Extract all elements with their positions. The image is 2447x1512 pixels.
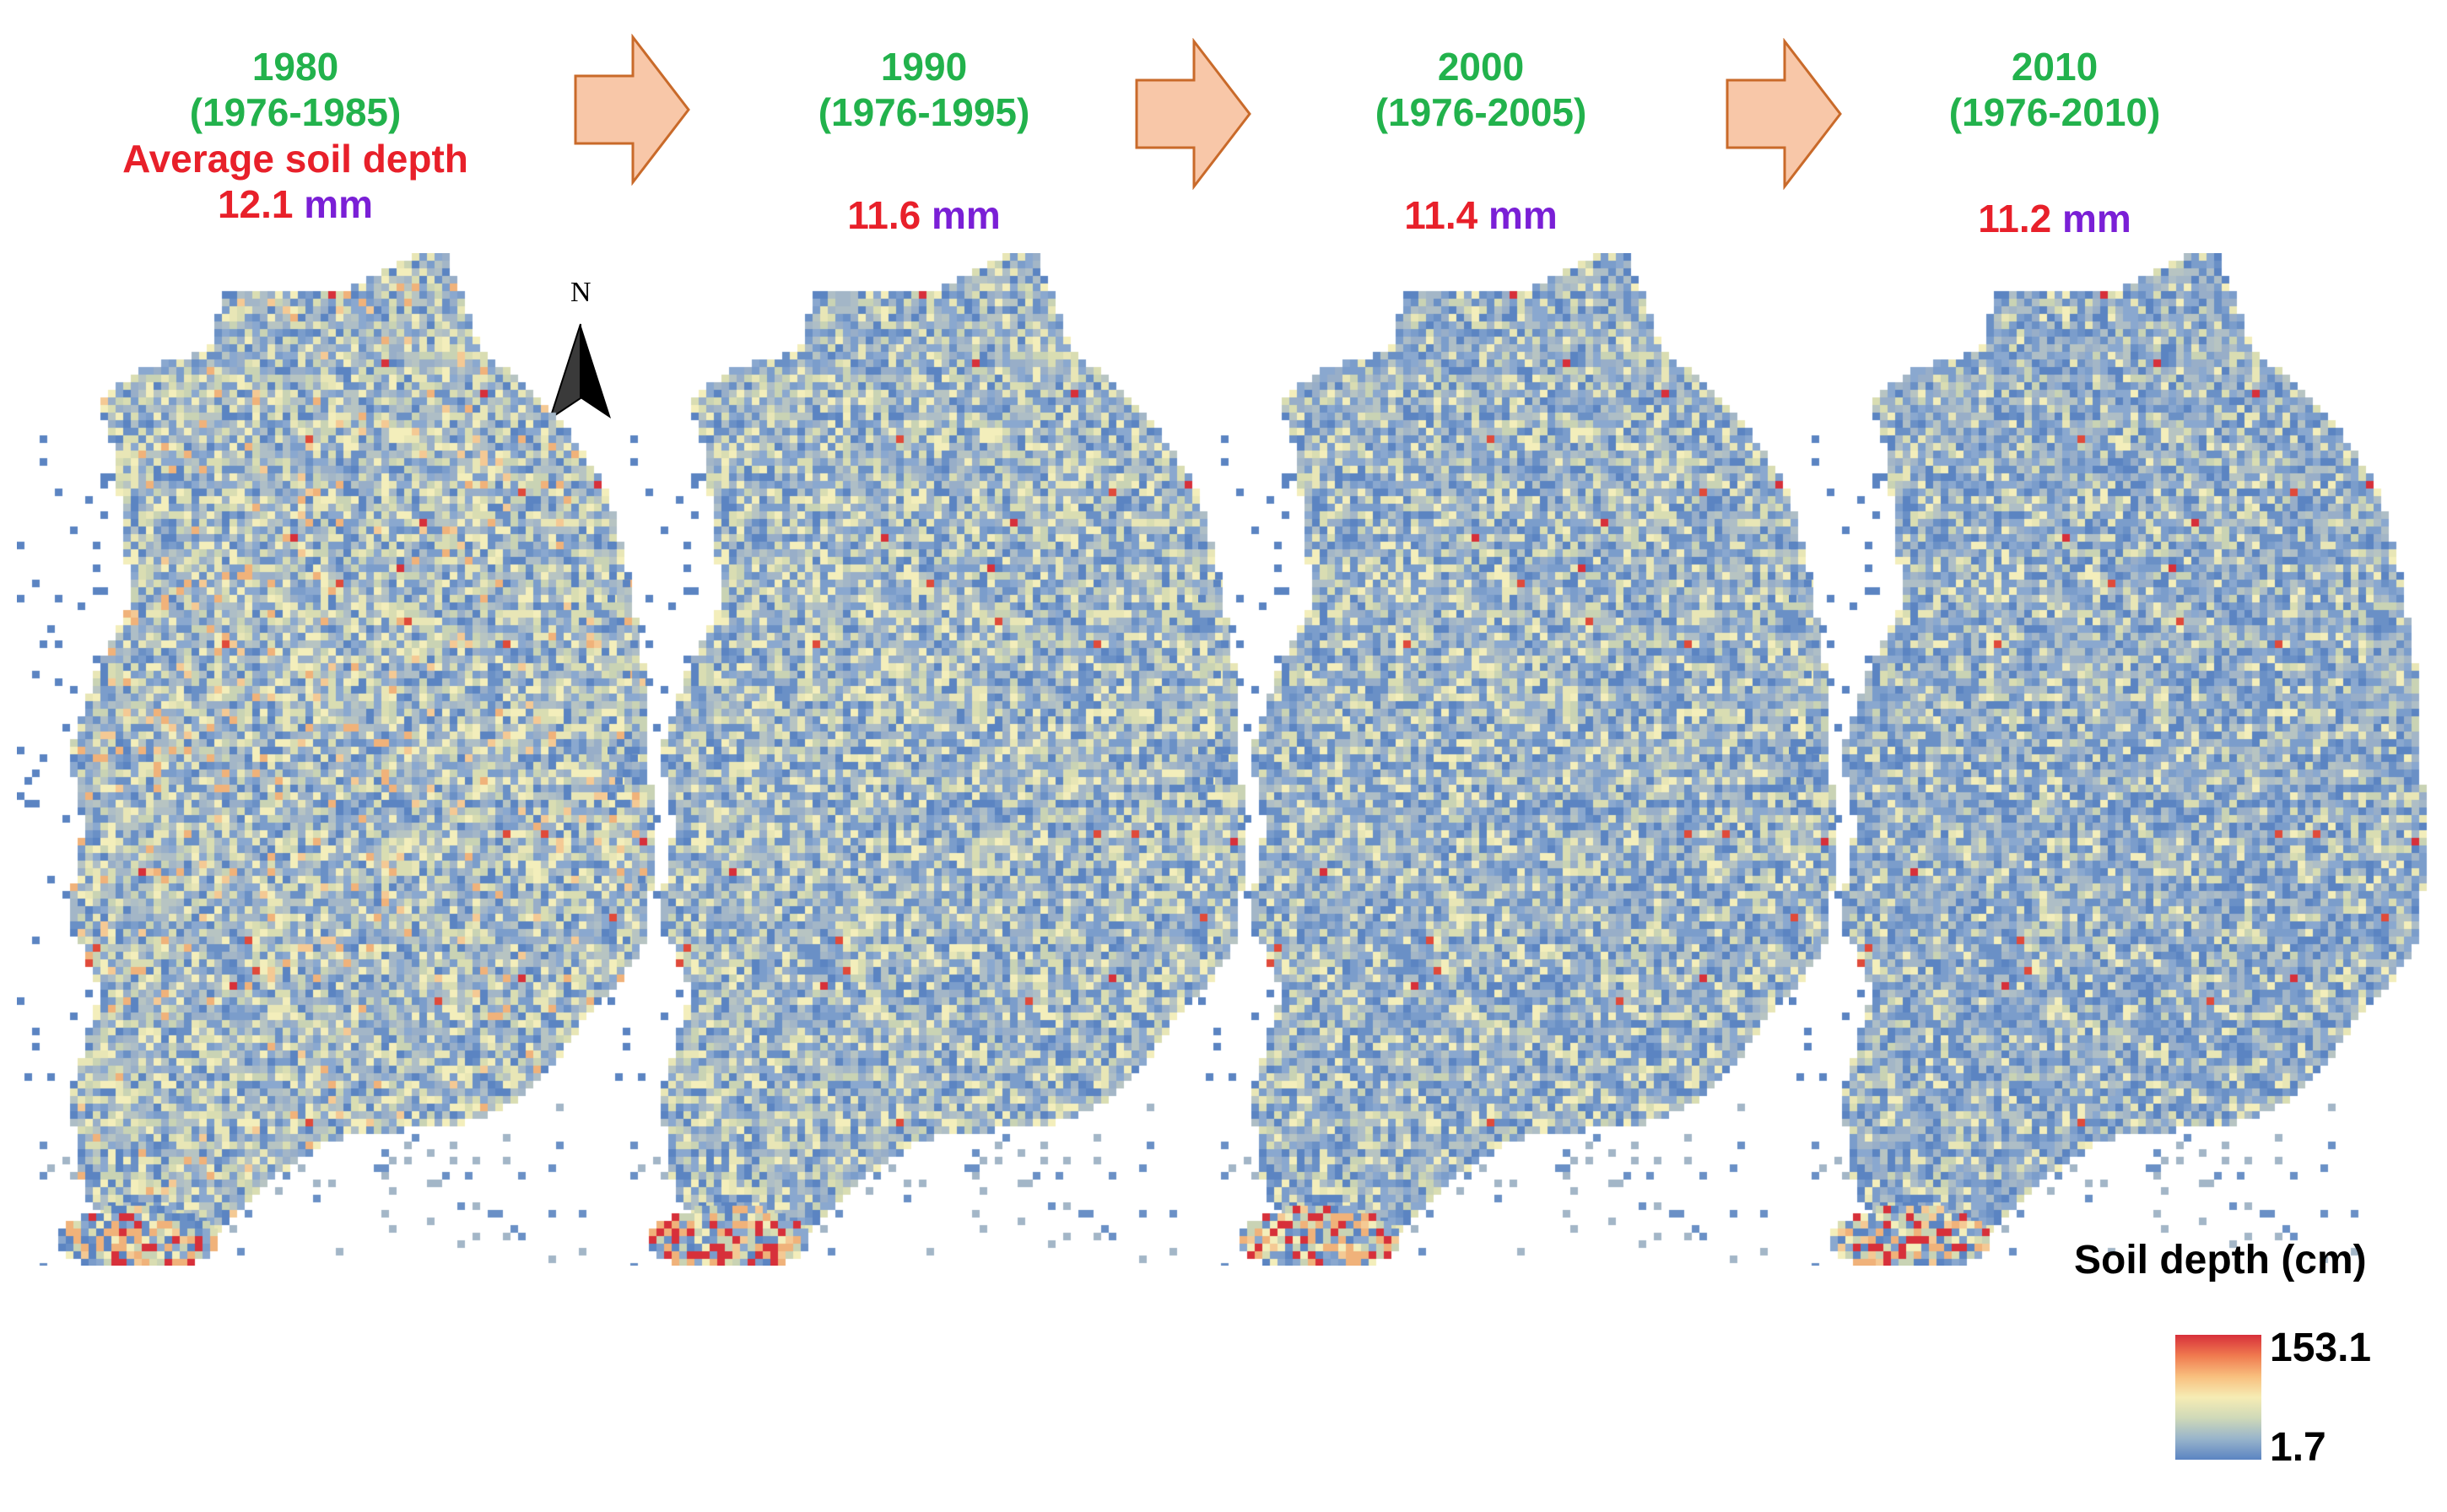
panel-1-average-value: 12.1 mm [25, 181, 565, 227]
panel-3-year: 2000 [1437, 45, 1525, 89]
panel-4-year: 2010 [2011, 45, 2099, 89]
panel-4-unit: mm [2061, 197, 2131, 240]
panel-2-value: 11.6 [847, 193, 921, 237]
panel-1-range: (1976-1985) [189, 90, 402, 135]
legend-min-value: 1.7 [2270, 1425, 2326, 1470]
progression-arrow-1 [574, 34, 690, 186]
panel-2-range: (1976-1995) [818, 90, 1030, 135]
panel-1-value: 12.1 [217, 181, 294, 226]
progression-arrow-2 [1135, 38, 1251, 190]
panel-3-average-value: 11.4 mm [1211, 192, 1751, 238]
panel-4-value: 11.2 [1978, 197, 2052, 240]
legend-title: Soil depth (cm) [2074, 1238, 2367, 1282]
legend-color-ramp [2175, 1335, 2261, 1460]
panel-1-header: 1980 (1976-1985) Average soil depth 12.1… [25, 44, 565, 227]
panel-3-value: 11.4 [1404, 193, 1478, 237]
soil-depth-map-2000 [1198, 253, 1856, 1266]
soil-depth-map-1990 [608, 253, 1266, 1266]
panel-4-header: 2010 (1976-2010) [1785, 44, 2325, 136]
soil-depth-map-1980 [17, 253, 675, 1266]
panel-1-unit: mm [304, 181, 374, 226]
progression-arrow-3 [1726, 38, 1842, 190]
panel-2-header: 1990 (1976-1995) [654, 44, 1194, 136]
panel-4-average-value: 11.2 mm [1785, 196, 2325, 241]
soil-depth-map-2010 [1789, 253, 2447, 1266]
panel-2-year: 1990 [880, 45, 968, 89]
panel-2-average-value: 11.6 mm [654, 192, 1194, 238]
panel-1-average-label: Average soil depth [122, 136, 468, 181]
panel-4-range: (1976-2010) [1948, 90, 2161, 135]
legend-max-value: 153.1 [2270, 1326, 2372, 1370]
panel-3-header: 2000 (1976-2005) [1211, 44, 1751, 136]
panel-1-year: 1980 [251, 45, 339, 89]
panel-3-unit: mm [1488, 193, 1558, 237]
panel-3-range: (1976-2005) [1375, 90, 1587, 135]
panel-2-unit: mm [931, 193, 1001, 237]
